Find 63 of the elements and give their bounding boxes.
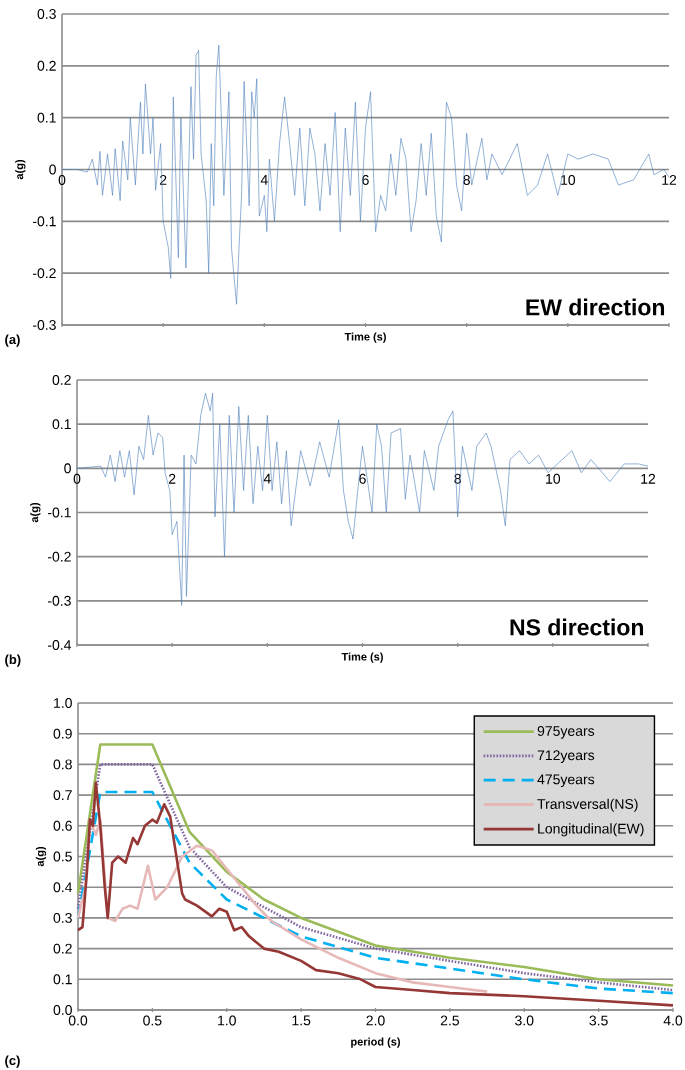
legend-label: 975years: [537, 725, 595, 739]
y-tick-label: 0.2: [37, 60, 56, 71]
y-tick-label: -0.2: [47, 551, 71, 562]
x-tick-label: 4.0: [663, 1015, 683, 1026]
y-tick-label: 0.1: [37, 112, 56, 123]
x-tick-label: 8: [463, 175, 470, 185]
y-tick-label: 0.3: [53, 912, 72, 923]
x-tick-label: 10: [546, 473, 561, 484]
y-tick-label: 0.5: [53, 851, 72, 862]
x-tick-label: 6: [362, 175, 369, 185]
x-tick-label: 2: [168, 473, 176, 484]
y-tick-label: 0.0: [53, 1005, 72, 1015]
text: (c): [5, 1055, 20, 1068]
text: (b): [5, 654, 21, 667]
y-axis-title: a(g): [15, 159, 26, 180]
x-tick-label: 3.5: [589, 1015, 608, 1026]
legend-label: 475years: [537, 774, 595, 788]
y-tick-label: 1.0: [54, 698, 72, 708]
x-tick-label: 8: [454, 473, 461, 484]
y-tick-label: -0.3: [47, 595, 71, 606]
x-tick-label: 2.0: [366, 1015, 385, 1026]
y-tick-label: -0.4: [47, 640, 72, 650]
y-tick-label: 0.9: [53, 728, 72, 739]
y-axis-title: a(g): [35, 846, 47, 867]
legend-label: Longitudinal(EW): [538, 823, 644, 837]
y-tick-label: -0.2: [32, 268, 56, 279]
x-tick-label: 2.5: [440, 1015, 460, 1026]
legend-label: 712years: [537, 750, 595, 763]
legend-label: Transversal(NS): [537, 798, 638, 812]
y-tick-label: 0.2: [53, 943, 72, 954]
y-tick-label: 0.6: [53, 820, 72, 831]
x-tick-label: 2: [159, 175, 167, 185]
y-tick-label: -0.3: [32, 320, 56, 330]
x-tick-label: 1.5: [292, 1015, 311, 1026]
x-tick-label: 6: [359, 473, 366, 484]
x-tick-label: 3.0: [515, 1015, 534, 1026]
x-tick-label: 0: [73, 473, 81, 484]
x-tick-label: 1.0: [218, 1015, 236, 1026]
text: (a): [5, 334, 20, 347]
y-tick-label: -0.1: [32, 216, 56, 227]
annotation: NS direction: [510, 618, 644, 636]
x-tick-label: 10: [561, 175, 576, 185]
y-tick-label: 0.2: [52, 375, 71, 385]
y-tick-label: 0.3: [37, 9, 56, 19]
y-tick-label: 0.7: [53, 790, 72, 801]
x-tick-label: 4: [260, 175, 268, 185]
y-tick-label: 0: [64, 463, 71, 474]
y-axis-title: a(g): [30, 502, 41, 523]
y-tick-label: 0.1: [52, 419, 71, 430]
x-tick-label: 12: [662, 175, 677, 185]
y-tick-label: 0: [49, 164, 56, 175]
x-tick-label: 12: [641, 473, 656, 484]
x-axis-title: Time (s): [341, 652, 383, 663]
x-axis-title: Time (s): [344, 332, 386, 343]
x-tick-label: 4: [263, 473, 271, 484]
x-tick-label: 0.5: [143, 1015, 162, 1026]
x-tick-label: 0.0: [68, 1015, 88, 1026]
y-tick-label: 0.8: [53, 759, 72, 770]
x-axis-title: period (s): [351, 1037, 401, 1048]
y-tick-label: 0.1: [53, 974, 72, 985]
y-tick-label: -0.1: [47, 507, 71, 518]
y-tick-label: 0.4: [53, 882, 73, 893]
annotation: EW direction: [526, 298, 665, 316]
